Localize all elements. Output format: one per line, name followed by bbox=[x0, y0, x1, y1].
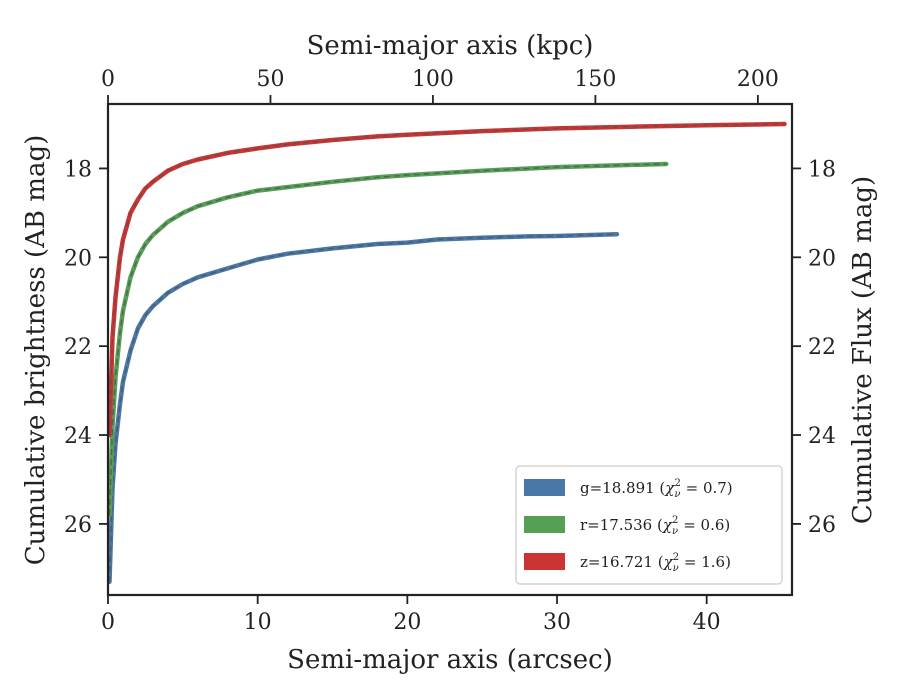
top-x-tick-label: 150 bbox=[574, 67, 616, 92]
legend-sub-1: ν bbox=[672, 526, 678, 537]
axes-frame bbox=[106, 102, 794, 597]
x-tick-label: 40 bbox=[693, 610, 721, 635]
legend-swatch-1 bbox=[524, 516, 565, 533]
right-y-tick-label: 24 bbox=[808, 424, 836, 449]
legend-box bbox=[515, 465, 783, 585]
right-y-axis-label: Cumulative Flux (AB mag) bbox=[848, 176, 878, 524]
y-tick-label: 20 bbox=[64, 246, 92, 271]
legend-sup-0: 2 bbox=[674, 478, 680, 489]
x-tick-label: 30 bbox=[543, 610, 571, 635]
y-tick-label: 26 bbox=[64, 513, 92, 538]
legend-swatch-2 bbox=[524, 553, 565, 570]
y-tick-label: 22 bbox=[64, 335, 92, 360]
legend-main-1: r=17.536 ( bbox=[580, 516, 663, 534]
y-tick-label: 18 bbox=[64, 157, 92, 182]
top-x-tick-label: 100 bbox=[412, 67, 454, 92]
legend-sub-2: ν bbox=[673, 563, 679, 574]
legend-chi-0: χ bbox=[664, 479, 675, 497]
x-tick-label: 0 bbox=[101, 610, 115, 635]
top-x-tick-label: 50 bbox=[256, 67, 284, 92]
model-line-2 bbox=[108, 123, 785, 436]
series-layer bbox=[107, 121, 787, 584]
right-y-tick-label: 18 bbox=[808, 157, 836, 182]
legend-main-0: g=18.891 ( bbox=[580, 479, 665, 497]
top-x-tick-label: 0 bbox=[101, 67, 115, 92]
series-line-1 bbox=[107, 161, 669, 518]
top-x-axis-label: Semi-major axis (kpc) bbox=[307, 31, 594, 61]
right-y-tick-label: 22 bbox=[808, 335, 836, 360]
legend-swatch-0 bbox=[524, 479, 565, 496]
legend-tail-1: = 0.6) bbox=[678, 516, 730, 534]
x-axis-label: Semi-major axis (arcsec) bbox=[287, 645, 613, 675]
x-tick-label: 10 bbox=[244, 610, 272, 635]
legend-label-2: z=16.721 (χν2 = 1.6) bbox=[580, 552, 731, 574]
x-tick-label: 20 bbox=[393, 610, 421, 635]
model-line-0 bbox=[108, 233, 617, 582]
legend: g=18.891 (χν2 = 0.7)r=17.536 (χν2 = 0.6)… bbox=[515, 465, 783, 585]
legend-chi-1: χ bbox=[662, 516, 673, 534]
legend-tail-0: = 0.7) bbox=[681, 479, 733, 497]
legend-main-2: z=16.721 ( bbox=[580, 553, 664, 571]
top-x-tick-label: 200 bbox=[737, 67, 779, 92]
legend-label-0: g=18.891 (χν2 = 0.7) bbox=[580, 478, 733, 500]
legend-sup-2: 2 bbox=[673, 552, 679, 563]
legend-sup-1: 2 bbox=[672, 515, 678, 526]
legend-label-1: r=17.536 (χν2 = 0.6) bbox=[580, 515, 730, 537]
model-line-1 bbox=[108, 163, 667, 516]
legend-tail-2: = 1.6) bbox=[679, 553, 731, 571]
legend-chi-2: χ bbox=[663, 553, 674, 571]
right-y-tick-label: 26 bbox=[808, 513, 836, 538]
y-tick-label: 24 bbox=[64, 424, 92, 449]
y-axis-label: Cumulative brightness (AB mag) bbox=[21, 135, 51, 566]
legend-sub-0: ν bbox=[674, 489, 680, 500]
right-y-tick-label: 20 bbox=[808, 246, 836, 271]
